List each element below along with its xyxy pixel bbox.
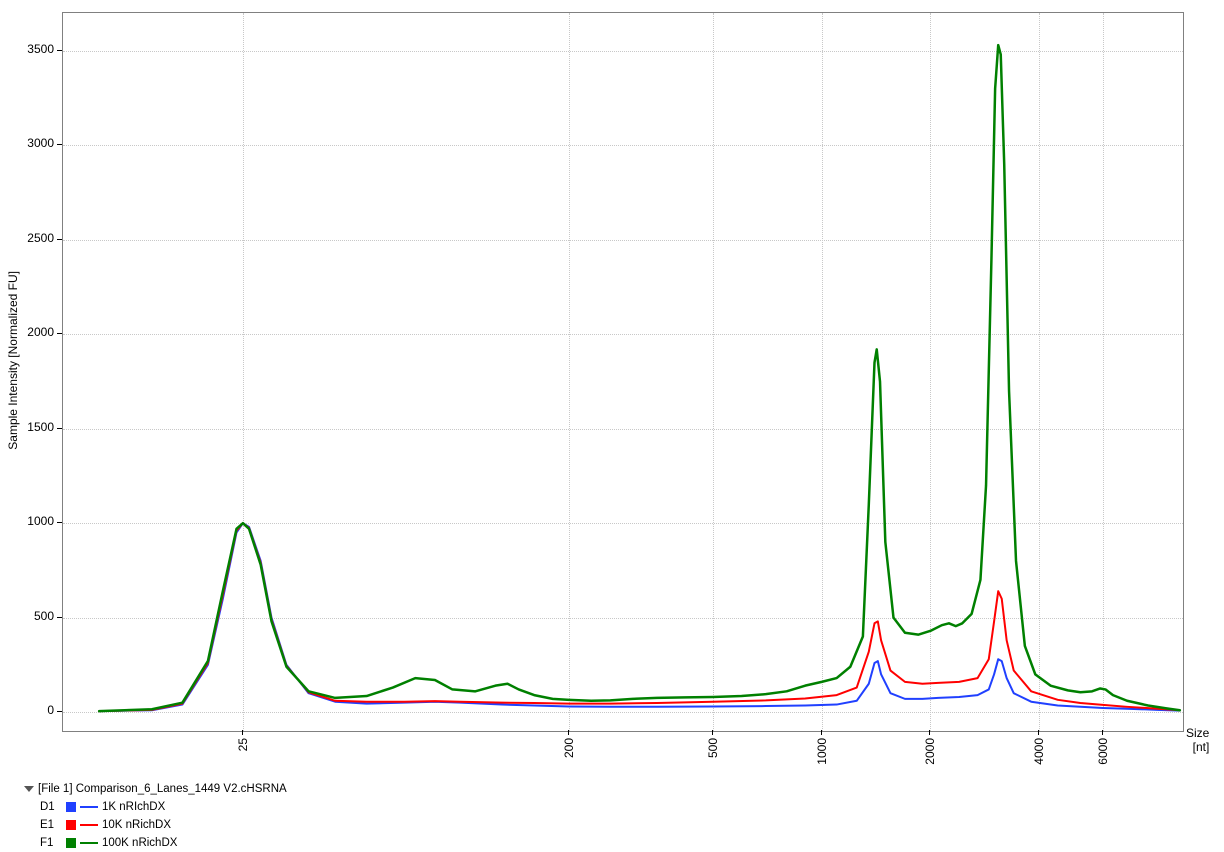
y-tick-label: 0 bbox=[14, 703, 54, 717]
x-tick bbox=[242, 730, 243, 735]
y-tick bbox=[57, 711, 62, 712]
y-tick-label: 1000 bbox=[14, 514, 54, 528]
y-tick bbox=[57, 144, 62, 145]
x-tick bbox=[929, 730, 930, 735]
series-line-F1 bbox=[99, 45, 1180, 711]
y-tick bbox=[57, 333, 62, 334]
x-tick bbox=[821, 730, 822, 735]
x-axis-title: Size [nt] bbox=[1186, 726, 1209, 754]
y-tick-label: 2000 bbox=[14, 325, 54, 339]
x-tick-label: 6000 bbox=[1096, 738, 1110, 765]
x-tick bbox=[712, 730, 713, 735]
x-tick-label: 2000 bbox=[923, 738, 937, 765]
x-tick-label: 4000 bbox=[1032, 738, 1046, 765]
legend-item-name: 1K nRIchDX bbox=[102, 801, 165, 813]
plot-area bbox=[62, 12, 1184, 732]
y-tick bbox=[57, 50, 62, 51]
legend-item-id: F1 bbox=[40, 837, 62, 849]
x-tick bbox=[1102, 730, 1103, 735]
y-tick-label: 3500 bbox=[14, 42, 54, 56]
chart-container: { "layout": { "canvas_w": 1224, "canvas_… bbox=[0, 0, 1224, 852]
legend-item-name: 10K nRichDX bbox=[102, 819, 171, 831]
legend: [File 1] Comparison_6_Lanes_1449 V2.cHSR… bbox=[26, 780, 287, 852]
expand-icon[interactable] bbox=[24, 786, 34, 792]
legend-file-label: [File 1] Comparison_6_Lanes_1449 V2.cHSR… bbox=[38, 783, 287, 795]
legend-item-id: D1 bbox=[40, 801, 62, 813]
y-tick bbox=[57, 428, 62, 429]
y-tick-label: 500 bbox=[14, 609, 54, 623]
x-tick-label: 200 bbox=[562, 738, 576, 758]
y-tick bbox=[57, 522, 62, 523]
series-svg bbox=[63, 13, 1183, 731]
series-line-D1 bbox=[99, 523, 1180, 711]
x-tick-label: 1000 bbox=[815, 738, 829, 765]
y-tick-label: 2500 bbox=[14, 231, 54, 245]
legend-file-row[interactable]: [File 1] Comparison_6_Lanes_1449 V2.cHSR… bbox=[26, 780, 287, 798]
x-tick bbox=[1038, 730, 1039, 735]
legend-line-icon bbox=[80, 806, 98, 808]
legend-marker-icon bbox=[66, 820, 76, 830]
legend-item-F1[interactable]: F1 100K nRichDX bbox=[26, 834, 287, 852]
legend-marker-icon bbox=[66, 802, 76, 812]
legend-line-icon bbox=[80, 842, 98, 844]
legend-item-E1[interactable]: E1 10K nRichDX bbox=[26, 816, 287, 834]
x-axis-title-line1: Size bbox=[1186, 726, 1209, 740]
legend-line-icon bbox=[80, 824, 98, 826]
legend-item-id: E1 bbox=[40, 819, 62, 831]
x-axis-title-line2: [nt] bbox=[1186, 740, 1209, 754]
x-tick bbox=[568, 730, 569, 735]
y-tick-label: 3000 bbox=[14, 136, 54, 150]
y-tick-label: 1500 bbox=[14, 420, 54, 434]
x-tick-label: 25 bbox=[236, 738, 250, 751]
x-tick-label: 500 bbox=[706, 738, 720, 758]
y-tick bbox=[57, 239, 62, 240]
series-line-E1 bbox=[99, 523, 1180, 711]
legend-marker-icon bbox=[66, 838, 76, 848]
legend-item-name: 100K nRichDX bbox=[102, 837, 177, 849]
legend-item-D1[interactable]: D1 1K nRIchDX bbox=[26, 798, 287, 816]
y-tick bbox=[57, 617, 62, 618]
